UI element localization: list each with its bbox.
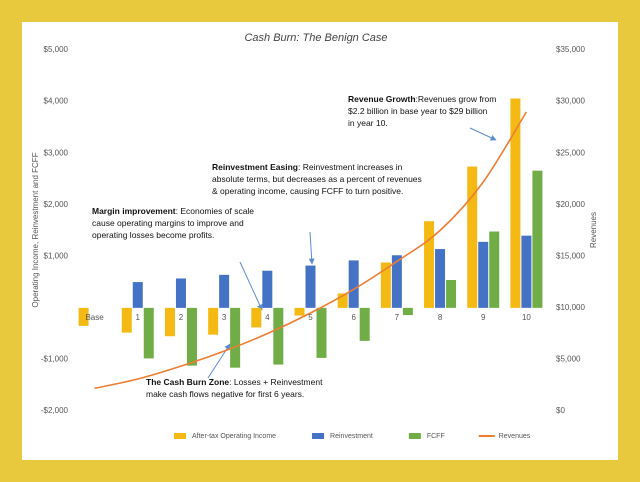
x-tick-label: 1 (136, 313, 141, 322)
y2-axis-title: Revenues (589, 212, 598, 248)
y-tick-label: $1,000 (44, 251, 69, 260)
y-tick-label: $3,000 (44, 148, 69, 157)
annotation-text: absolute terms, but decreases as a perce… (212, 174, 422, 184)
bar (348, 260, 359, 308)
bar (380, 262, 391, 308)
legend-label: After-tax Operating Income (192, 433, 276, 440)
y-tick-label: -$1,000 (41, 355, 69, 364)
annotation-heading: Revenue Growth (348, 94, 416, 104)
y2-tick-label: $0 (556, 406, 565, 415)
annotation-text: $2.2 billion in base year to $29 billion (348, 106, 488, 116)
x-tick-label: 10 (522, 313, 531, 322)
bar (467, 166, 478, 308)
x-tick-label: 6 (351, 313, 356, 322)
x-tick-label: 4 (265, 313, 270, 322)
x-tick-label: Base (85, 313, 104, 322)
y-tick-label: $5,000 (44, 45, 69, 54)
x-tick-label: 3 (222, 313, 227, 322)
annotation-line: operating losses become profits. (92, 230, 214, 240)
legend-label: FCFF (427, 433, 445, 440)
y2-tick-label: $15,000 (556, 251, 585, 260)
annotation-heading: Margin improvement (92, 206, 176, 216)
legend-label: Reinvestment (330, 433, 373, 440)
x-tick-label: 5 (308, 313, 313, 322)
bar (402, 307, 413, 316)
bar (337, 293, 348, 308)
legend-swatch (174, 433, 186, 439)
bar (121, 307, 132, 333)
x-tick-label: 7 (395, 313, 400, 322)
bar (78, 307, 89, 326)
legend-swatch (312, 433, 325, 439)
chart-title: Cash Burn: The Benign Case (244, 32, 387, 44)
y2-tick-label: $25,000 (556, 148, 585, 157)
y2-tick-label: $30,000 (556, 97, 585, 106)
annotation-line: in year 10. (348, 118, 388, 128)
bar (294, 307, 305, 316)
bar (273, 307, 284, 365)
y2-tick-label: $20,000 (556, 200, 585, 209)
revenue-line (94, 111, 528, 390)
y-tick-label: $2,000 (44, 200, 69, 209)
bar (489, 231, 500, 308)
bar (208, 307, 219, 335)
annotation-line: The Cash Burn Zone: Losses + Reinvestmen… (146, 377, 323, 387)
annotation-line: cause operating margins to improve and (92, 218, 244, 228)
bar (478, 241, 489, 308)
bar (521, 235, 532, 308)
annotation-text: : Losses + Reinvestment (229, 377, 323, 387)
bar (175, 278, 186, 308)
bar (359, 307, 370, 341)
bar (186, 307, 197, 366)
bar (132, 282, 143, 308)
annotation-text: make cash flows negative for first 6 yea… (146, 389, 304, 399)
bar (230, 307, 241, 368)
y2-tick-label: $5,000 (556, 355, 581, 364)
annotation-line: Margin improvement: Economies of scale (92, 206, 254, 216)
bar (316, 307, 327, 358)
annotation-text: cause operating margins to improve and (92, 218, 244, 228)
annotation-heading: The Cash Burn Zone (146, 377, 229, 387)
annotation-line: Reinvestment Easing: Reinvestment increa… (212, 162, 403, 172)
annotation-text: : Economies of scale (176, 206, 255, 216)
annotation-line: & operating income, causing FCFF to turn… (212, 186, 403, 196)
y-axis-title: Operating Income, Reinvestment and FCFF (31, 152, 40, 307)
bar (251, 307, 262, 328)
bar (424, 221, 435, 308)
bar (510, 98, 521, 308)
x-tick-label: 9 (481, 313, 486, 322)
annotation-heading: Reinvestment Easing (212, 162, 298, 172)
annotation-text: operating losses become profits. (92, 230, 214, 240)
annotation-text: :Revenues grow from (416, 94, 497, 104)
x-tick-label: 2 (179, 313, 184, 322)
y2-tick-label: $35,000 (556, 45, 585, 54)
bar (164, 307, 175, 337)
bar (435, 249, 446, 308)
bar (391, 255, 402, 308)
bar (143, 307, 154, 359)
bar (305, 265, 316, 308)
annotation-text: & operating income, causing FCFF to turn… (212, 186, 403, 196)
bar (446, 280, 457, 308)
legend-label: Revenues (499, 433, 531, 440)
x-tick-label: 8 (438, 313, 443, 322)
legend-swatch (408, 433, 421, 439)
annotation-text: : Reinvestment increases in (298, 162, 403, 172)
y-tick-label: $4,000 (44, 97, 69, 106)
y2-tick-label: $10,000 (556, 303, 585, 312)
annotation-text: in year 10. (348, 118, 388, 128)
bar (262, 270, 273, 308)
bar (532, 170, 543, 308)
annotation-line: make cash flows negative for first 6 yea… (146, 389, 304, 399)
annotation-line: $2.2 billion in base year to $29 billion (348, 106, 488, 116)
annotation-line: absolute terms, but decreases as a perce… (212, 174, 422, 184)
bar (219, 274, 230, 308)
annotation-line: Revenue Growth:Revenues grow from (348, 94, 496, 104)
y-tick-label: -$2,000 (41, 406, 69, 415)
